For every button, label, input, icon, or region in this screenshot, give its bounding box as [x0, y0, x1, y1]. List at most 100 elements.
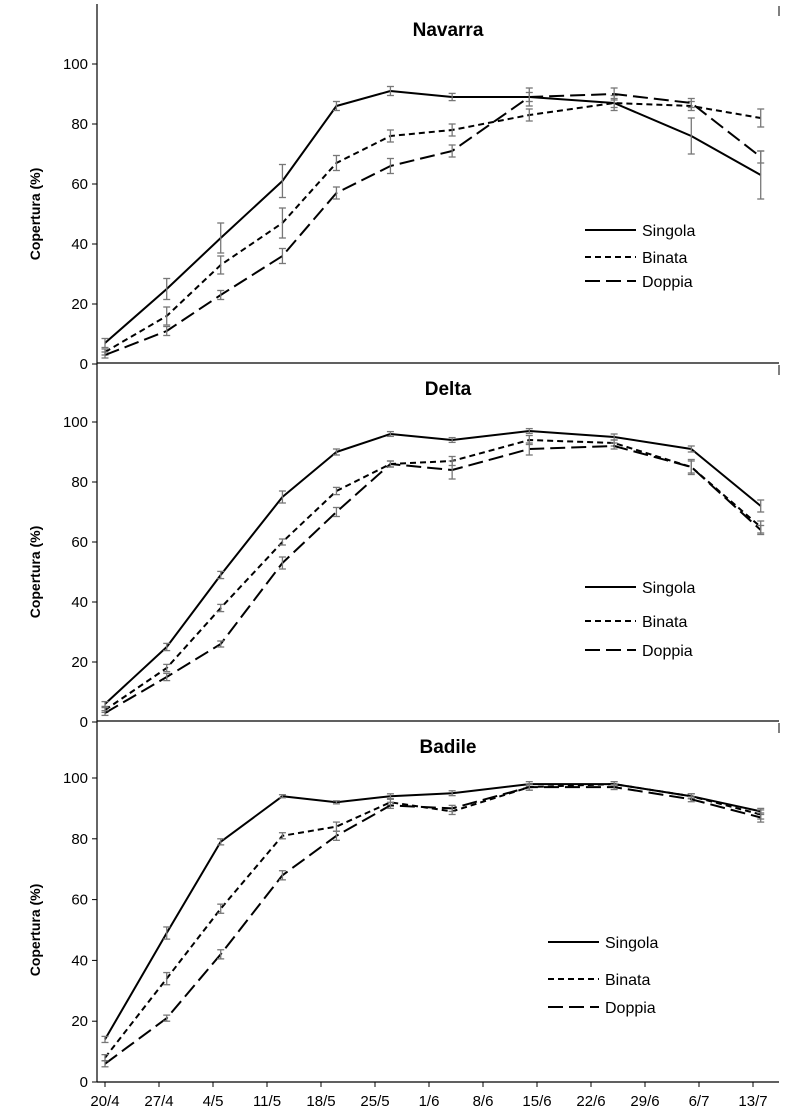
error-bar: [332, 154, 340, 172]
error-bar: [217, 949, 225, 960]
error-bar: [163, 1014, 171, 1022]
error-bar: [278, 538, 286, 546]
y-tick-label: 60: [71, 534, 88, 551]
y-tick-label: 100: [63, 414, 88, 431]
error-bar: [757, 150, 765, 164]
legend-item: Singola: [585, 223, 695, 240]
series-line: [104, 90, 762, 344]
error-bar: [217, 570, 225, 580]
error-bar: [448, 92, 456, 102]
error-bar: [386, 460, 394, 468]
series-line: [104, 430, 762, 705]
series-singola: [101, 427, 765, 708]
error-bar: [217, 640, 225, 648]
error-bar: [278, 247, 286, 265]
error-bar: [217, 603, 225, 613]
error-bar: [448, 460, 456, 480]
error-bar: [757, 812, 765, 823]
error-bar: [163, 663, 171, 673]
error-bar: [386, 430, 394, 438]
error-bar: [386, 157, 394, 175]
error-bar: [101, 337, 109, 349]
y-tick-label: 40: [71, 952, 88, 969]
error-bar: [278, 490, 286, 504]
series-singola: [101, 780, 765, 1044]
y-tick-label: 40: [71, 236, 88, 253]
error-bar: [610, 784, 618, 791]
error-bar: [386, 801, 394, 810]
y-tick-label: 100: [63, 770, 88, 787]
error-bar: [217, 255, 225, 275]
error-bar: [687, 117, 695, 155]
x-tick-label: 29/6: [630, 1093, 659, 1110]
error-bar: [448, 804, 456, 813]
legend-label: Binata: [642, 250, 687, 267]
error-bar: [386, 129, 394, 143]
y-axis-title: Copertura (%): [27, 526, 43, 619]
error-bar: [332, 100, 340, 112]
error-bar: [217, 222, 225, 254]
y-tick-label: 80: [71, 831, 88, 848]
series-doppia: [101, 87, 765, 359]
error-bar: [163, 277, 171, 301]
error-bar: [163, 926, 171, 940]
x-tick-label: 1/6: [419, 1093, 440, 1110]
y-tick-label: 80: [71, 116, 88, 133]
error-bar: [525, 108, 533, 122]
y-tick-label: 40: [71, 594, 88, 611]
error-bar: [278, 207, 286, 239]
y-tick-label: 0: [80, 356, 88, 373]
y-tick-label: 100: [63, 56, 88, 73]
error-bar: [163, 642, 171, 652]
error-bar: [278, 163, 286, 199]
panel-title: Delta: [425, 379, 472, 400]
error-bar: [101, 1035, 109, 1044]
error-bar: [101, 351, 109, 359]
y-tick-label: 0: [80, 714, 88, 731]
error-bar: [163, 672, 171, 682]
y-tick-label: 20: [71, 1013, 88, 1030]
series-binata: [101, 97, 765, 356]
error-bar: [163, 306, 171, 326]
legend-label: Singola: [605, 935, 658, 952]
error-bar: [757, 108, 765, 128]
error-bar: [687, 97, 695, 109]
error-bar: [278, 556, 286, 570]
legend-label: Binata: [642, 614, 687, 631]
error-bar: [278, 870, 286, 881]
series-doppia: [101, 783, 765, 1068]
series-line: [104, 786, 761, 1065]
legend-item: Singola: [585, 580, 695, 597]
error-bar: [332, 448, 340, 456]
x-tick-label: 20/4: [90, 1093, 119, 1110]
error-bar: [217, 289, 225, 301]
series-line: [104, 439, 762, 711]
x-tick-label: 13/7: [738, 1093, 767, 1110]
error-bar: [217, 903, 225, 914]
y-tick-label: 20: [71, 654, 88, 671]
error-bar: [448, 790, 456, 797]
error-bar: [163, 971, 171, 986]
error-bar: [332, 800, 340, 805]
x-tick-label: 8/6: [473, 1093, 494, 1110]
error-bar: [332, 186, 340, 200]
error-bar: [101, 709, 109, 717]
panel-delta: 0 20 40 60 80 100 Delta Copertura (%) Singola Bin…: [27, 363, 780, 731]
error-bar: [163, 325, 171, 337]
error-bar: [332, 821, 340, 832]
error-bar: [687, 796, 695, 803]
x-tick-label: 15/6: [522, 1093, 551, 1110]
error-bar: [610, 87, 618, 101]
y-axis-title: Copertura (%): [27, 168, 43, 261]
legend-item: Binata: [585, 250, 687, 267]
error-bar: [525, 442, 533, 456]
panel-navarra: 0 20 40 60 80 100 Navarra Copertura (%) Singola B…: [27, 4, 780, 373]
legend-item: Doppia: [585, 643, 693, 660]
legend-item: Singola: [548, 935, 658, 952]
error-bar: [448, 436, 456, 444]
x-tick-label: 22/6: [576, 1093, 605, 1110]
error-bar: [101, 700, 109, 708]
error-bar: [332, 486, 340, 496]
error-bar: [332, 830, 340, 841]
